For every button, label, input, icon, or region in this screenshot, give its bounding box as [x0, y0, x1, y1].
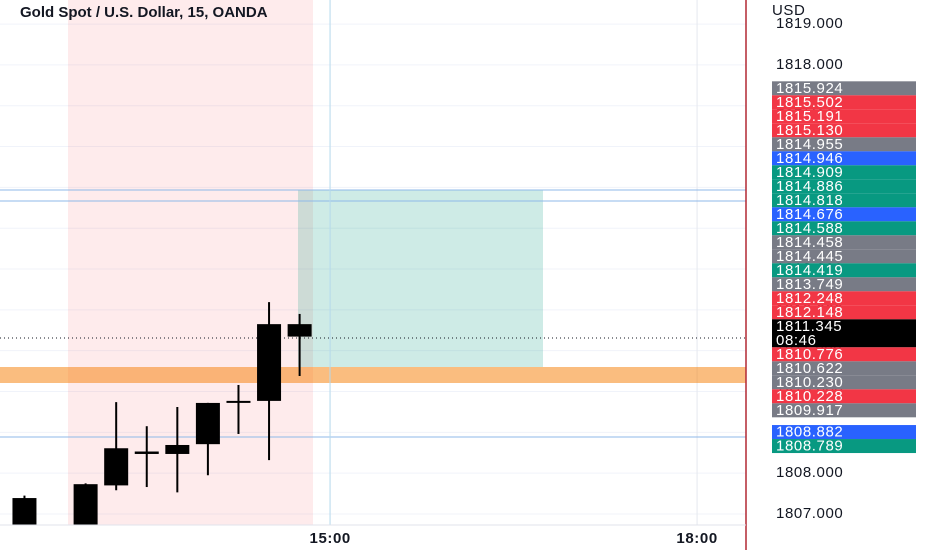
price-badge-label: 1814.419 [776, 262, 843, 279]
y-tick-label: 1807.000 [776, 505, 843, 522]
price-badge-label: 1814.445 [776, 248, 843, 265]
price-badge [772, 361, 916, 376]
price-badge [772, 109, 916, 124]
candle-body [12, 498, 37, 525]
price-badge-label: 1813.749 [776, 276, 843, 293]
price-badge-label: 1814.458 [776, 234, 843, 251]
long-position-box [298, 190, 543, 367]
price-badge [772, 151, 916, 166]
price-badge-label: 1815.924 [776, 80, 843, 97]
candle-body [226, 400, 251, 403]
price-badge [772, 95, 916, 110]
price-badge-label: 1815.502 [776, 94, 843, 111]
price-badge [772, 389, 916, 404]
candle-body [287, 324, 312, 337]
price-badge [772, 221, 916, 236]
price-badge [772, 81, 916, 96]
candle-body [257, 324, 282, 401]
price-badge-label: 1808.789 [776, 438, 843, 455]
x-tick-label: 18:00 [676, 530, 717, 547]
price-badge [772, 305, 916, 320]
price-badge [772, 137, 916, 152]
price-badge [772, 207, 916, 222]
price-badge-label: 1814.886 [776, 178, 843, 195]
price-badge [772, 235, 916, 250]
price-badge-label: 1811.345 [776, 318, 842, 335]
price-badge-label: 1814.588 [776, 220, 843, 237]
price-badge [772, 347, 916, 362]
candle-body [134, 451, 159, 454]
price-badge [772, 249, 916, 264]
price-badge [772, 375, 916, 390]
session-highlight [68, 0, 313, 525]
price-badge [772, 403, 916, 418]
price-badge [772, 291, 916, 306]
y-tick-label: 1818.000 [776, 56, 843, 73]
price-badge [772, 263, 916, 278]
price-badge [772, 319, 916, 348]
currency-label: USD [772, 2, 805, 19]
candle-body [195, 402, 220, 445]
price-badge-label: 1810.230 [776, 374, 843, 391]
y-tick-label: 1808.000 [776, 464, 843, 481]
price-badge-label: 1810.228 [776, 388, 843, 405]
price-badge-label: 1812.148 [776, 304, 843, 321]
candle-body [104, 448, 129, 486]
price-badge-label: 1814.946 [776, 150, 843, 167]
price-badge-label: 1814.955 [776, 136, 843, 153]
candle-body [165, 444, 190, 454]
y-tick-label: 1819.000 [776, 15, 843, 32]
price-badge [772, 425, 916, 440]
support-zone [0, 367, 746, 383]
price-badge-label: 1810.776 [776, 346, 843, 363]
price-badge-label: 1815.191 [776, 108, 843, 125]
price-badge [772, 165, 916, 180]
price-badge-label: 1815.130 [776, 122, 843, 139]
price-badge-label: 1814.909 [776, 164, 843, 181]
price-badge [772, 123, 916, 138]
drawings [0, 0, 746, 525]
x-tick-label: 15:00 [310, 530, 351, 547]
price-badges: 1815.9241815.5021815.1911815.1301814.955… [772, 80, 916, 455]
price-badge-label: 1814.818 [776, 192, 843, 209]
price-badge [772, 277, 916, 292]
countdown: 08:46 [776, 332, 817, 349]
chart-title: Gold Spot / U.S. Dollar, 15, OANDA [20, 4, 268, 21]
price-badge-label: 1808.882 [776, 424, 843, 441]
price-badge-label: 1810.622 [776, 360, 843, 377]
candle-body [73, 484, 98, 525]
candles [12, 302, 312, 525]
price-badge [772, 179, 916, 194]
price-badge [772, 439, 916, 454]
price-badge-label: 1814.676 [776, 206, 843, 223]
price-badge-label: 1809.917 [776, 402, 843, 419]
price-badge [772, 193, 916, 208]
price-badge-label: 1812.248 [776, 290, 843, 307]
